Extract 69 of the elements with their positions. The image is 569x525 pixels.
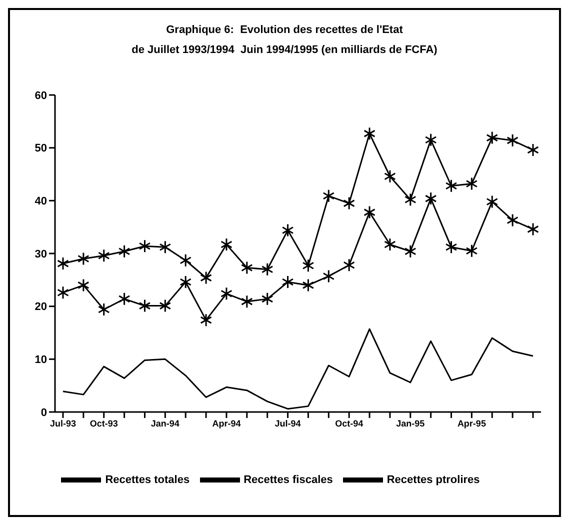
point (302, 278, 314, 292)
y-tick-label: 40 (34, 196, 47, 208)
point (220, 286, 232, 300)
point (506, 134, 519, 148)
point (159, 240, 172, 254)
point (180, 275, 192, 289)
point (77, 278, 90, 292)
y-tick-label: 50 (34, 142, 47, 155)
point (57, 286, 69, 300)
point (302, 258, 314, 272)
legend-label: Recettes ptrolires (386, 474, 480, 486)
point (466, 244, 478, 258)
x-tick-label: Apr-95 (457, 418, 486, 428)
chart-subtitle: de Juillet 1993/1994 Juin 1994/1995 (en milliards de FCFA) (130, 43, 438, 58)
point (322, 269, 335, 283)
point (404, 192, 416, 206)
point (200, 313, 212, 327)
point (98, 302, 110, 316)
x-tick-label: Jul-94 (274, 418, 301, 428)
point (240, 294, 253, 308)
point (527, 143, 539, 157)
point (200, 271, 212, 285)
point (159, 299, 172, 313)
point (364, 126, 376, 140)
line-series (62, 328, 534, 410)
point (57, 256, 69, 270)
x-tick-label: Oct-93 (90, 418, 118, 428)
point (404, 244, 416, 258)
legend-label: Recettes totales (105, 474, 190, 486)
point (138, 239, 151, 253)
point (240, 261, 253, 275)
point (180, 254, 192, 268)
point (466, 177, 478, 191)
point (282, 275, 294, 289)
point (118, 292, 130, 306)
y-tick-label: 0 (40, 406, 47, 419)
point (77, 252, 90, 266)
x-tick-label: Jan-94 (150, 418, 180, 428)
point (261, 262, 274, 276)
y-tick-label: 60 (34, 90, 47, 102)
point (424, 192, 437, 206)
point (220, 238, 232, 252)
point (322, 189, 335, 203)
point (506, 213, 519, 227)
point (282, 224, 294, 238)
point (527, 222, 539, 236)
y-tick-label: 10 (34, 354, 47, 366)
point (445, 179, 458, 193)
x-tick-label: Jan-95 (396, 418, 425, 428)
point (384, 170, 396, 184)
point (118, 244, 130, 258)
point (364, 206, 376, 220)
x-tick-label: Apr-94 (212, 418, 241, 428)
chart-title: Graphique 6: Evolution des recettes de l'Etat (165, 23, 404, 38)
x-tick-label: Oct-94 (335, 418, 364, 428)
x-tick-label: Jul-93 (50, 418, 76, 428)
point (486, 194, 498, 208)
point (261, 292, 274, 306)
y-tick-label: 20 (34, 301, 47, 314)
point (384, 238, 396, 252)
point (486, 131, 498, 145)
point (343, 258, 356, 272)
point (98, 248, 110, 262)
legend-label: Recettes fiscales (244, 474, 333, 486)
point (445, 240, 458, 254)
point (424, 133, 437, 147)
point (343, 196, 356, 210)
point (138, 299, 151, 313)
y-tick-label: 30 (34, 248, 47, 260)
